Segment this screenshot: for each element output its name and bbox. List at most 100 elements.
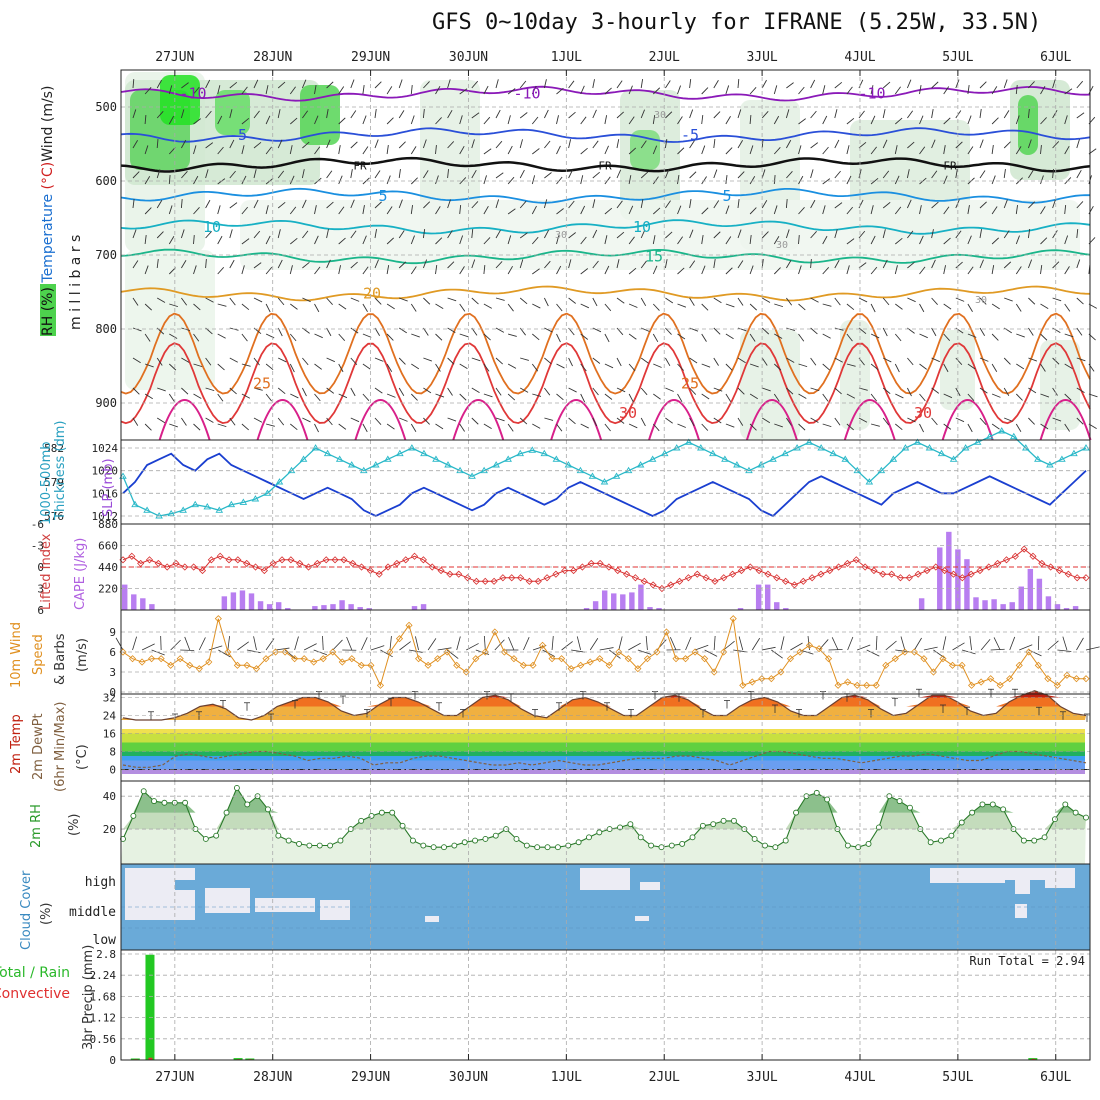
wind-barb	[289, 363, 295, 373]
wind-barb	[338, 145, 341, 155]
wind-barb	[483, 363, 490, 372]
li-point	[499, 574, 507, 582]
wind-barb	[519, 417, 528, 425]
wind-barb	[278, 357, 287, 363]
cloud-clear-gap	[125, 890, 195, 920]
wind-barb	[628, 175, 632, 185]
wind-barb	[532, 148, 540, 155]
wind-barb	[519, 232, 528, 239]
wind-barb	[544, 260, 551, 269]
wind-barb	[495, 417, 505, 422]
wind-barb	[1076, 297, 1084, 305]
thickness-point	[997, 427, 1006, 434]
wind-barb	[931, 109, 934, 119]
wind-barb	[302, 261, 310, 269]
wind-barb	[374, 81, 382, 89]
wind-barb	[967, 146, 974, 155]
cloud-clear-gap	[205, 888, 250, 913]
upper-air-ylabel-part: (°C)	[40, 162, 56, 190]
wind-barb	[495, 79, 499, 89]
wind-barb	[531, 116, 539, 125]
wind-barb	[181, 171, 188, 179]
li-point	[623, 570, 631, 578]
wind-barb	[834, 259, 840, 269]
wind-barb	[544, 172, 552, 179]
wind-barb	[798, 363, 808, 368]
isotherm-label: FR	[353, 160, 367, 173]
li-point	[1073, 574, 1081, 582]
wind-barb	[604, 87, 612, 95]
rh-point	[368, 812, 375, 819]
li-point	[967, 570, 975, 578]
wind-barb	[556, 115, 559, 125]
wind-barb	[350, 230, 357, 239]
wind-barb	[386, 237, 394, 245]
wind-barb	[652, 333, 659, 343]
wind-barb	[592, 260, 599, 269]
wind-barb	[592, 140, 599, 149]
wind10m-axis-label: & Barbs	[53, 633, 68, 685]
precip-tick-label: 2.24	[90, 969, 117, 982]
wind10m-barb	[415, 636, 419, 651]
wind-barb	[447, 357, 455, 365]
li-point	[1011, 552, 1019, 560]
wind-barb	[870, 177, 879, 185]
thickness-point	[408, 444, 416, 451]
wind-barb	[858, 230, 866, 239]
rh-contour-label: 30	[555, 230, 567, 241]
rh-point	[285, 837, 292, 844]
wind-barb	[338, 333, 346, 341]
wind10m-barb	[738, 636, 744, 651]
wind-barb	[616, 200, 623, 209]
wind-barb	[156, 111, 164, 119]
wind-barb	[943, 423, 952, 430]
wind-barb	[326, 81, 334, 89]
li-series-line	[122, 548, 1086, 590]
wind-barb	[556, 303, 563, 312]
cape-bar	[638, 584, 644, 610]
wind-barb	[943, 237, 951, 245]
bottom-date-label: 1JUL	[551, 1070, 582, 1085]
top-date-label: 1JUL	[551, 50, 582, 65]
cloud-clear-gap	[1045, 868, 1075, 888]
li-point	[198, 567, 207, 575]
wind-barb	[253, 110, 260, 119]
top-date-label: 28JUN	[253, 50, 292, 65]
li-point	[1055, 567, 1064, 575]
li-point	[278, 556, 286, 564]
wind-barb	[1015, 85, 1018, 95]
wind-barb	[592, 79, 595, 89]
wind-barb	[326, 259, 331, 269]
wind-barb	[773, 205, 778, 215]
wind10m-point	[1044, 675, 1052, 683]
isotherm-35-arc	[843, 399, 896, 441]
top-date-label: 3JUL	[746, 50, 777, 65]
wind-barb	[665, 200, 671, 209]
wind10m-point	[491, 628, 499, 636]
wind-barb	[592, 387, 599, 396]
li-point	[410, 552, 419, 560]
thickness-point	[287, 466, 296, 474]
wind-barb	[701, 333, 707, 342]
li-point	[393, 559, 401, 567]
wind-barb	[810, 387, 820, 392]
rh-point	[223, 809, 230, 816]
bottom-date-label: 5JUL	[942, 1070, 973, 1085]
wind-tick-label: 3	[109, 666, 116, 679]
thickness-point	[985, 432, 994, 440]
wind-barb	[967, 235, 972, 245]
wind-barb	[314, 423, 319, 433]
wind-barb	[628, 116, 635, 125]
wind-barb	[132, 171, 140, 179]
wind-barb	[410, 235, 415, 245]
rh-point	[441, 844, 447, 851]
wind-barb	[882, 139, 888, 149]
li-point	[340, 556, 348, 564]
wind-barb	[979, 327, 986, 336]
wind-barb	[519, 169, 525, 179]
li-point	[729, 570, 737, 578]
wind-barb	[1064, 88, 1073, 95]
wind-barb	[277, 259, 283, 269]
wind-barb	[556, 423, 563, 432]
